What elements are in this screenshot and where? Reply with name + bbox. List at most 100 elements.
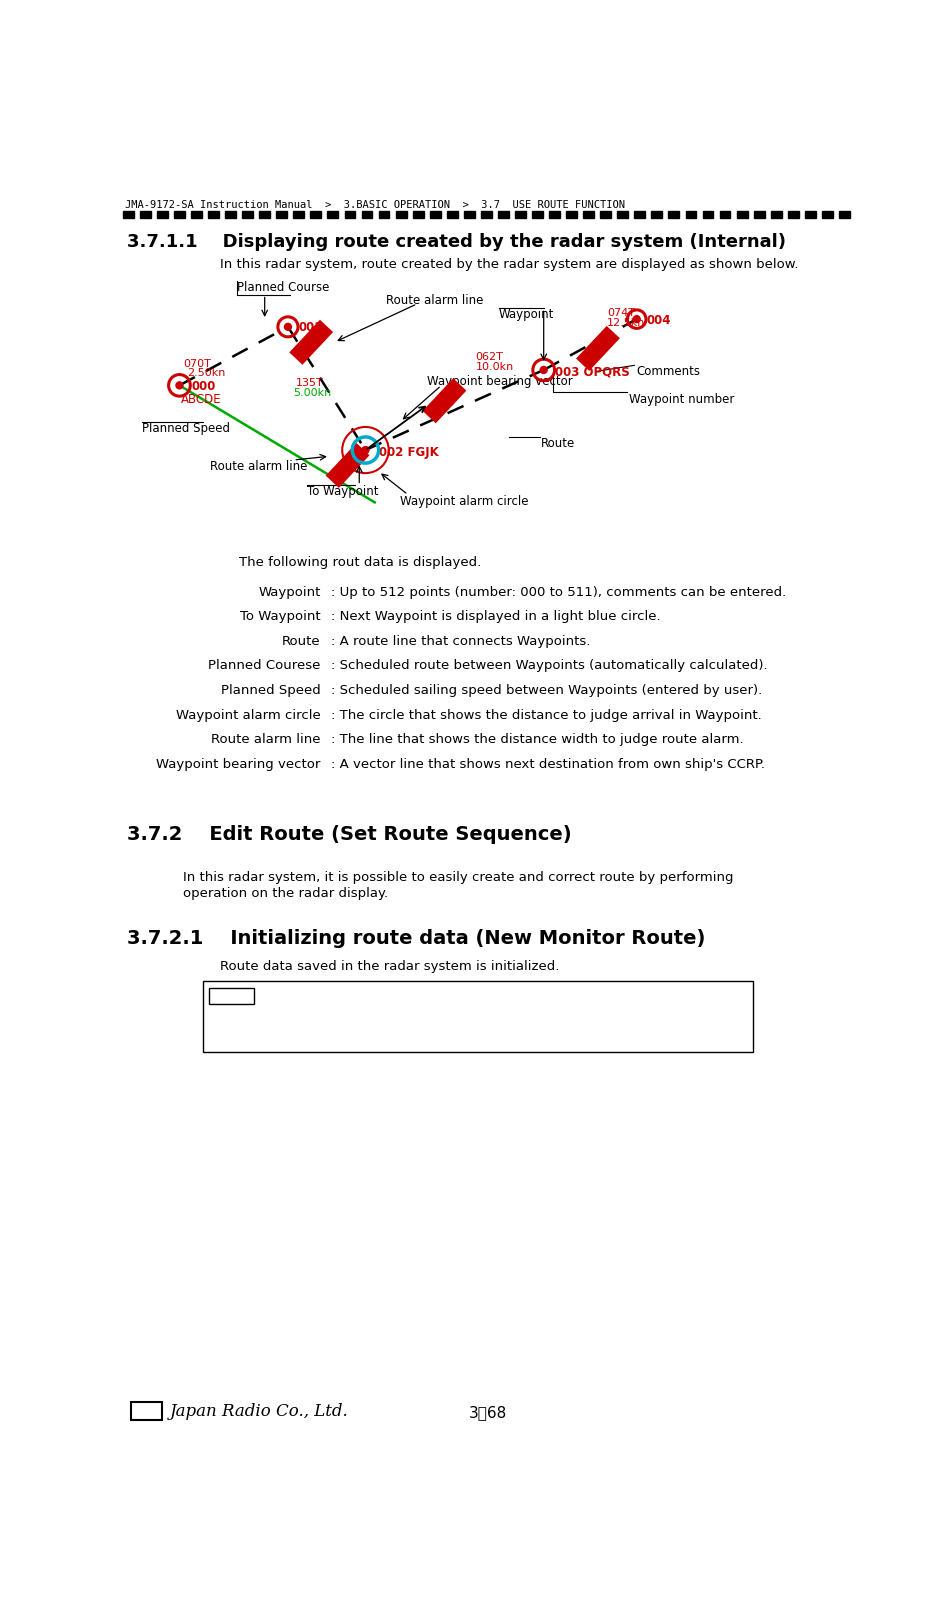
Text: 3.7.2    Edit Route (Set Route Sequence): 3.7.2 Edit Route (Set Route Sequence) <box>127 825 571 844</box>
Text: 3.7.1.1    Displaying route created by the radar system (Internal): 3.7.1.1 Displaying route created by the … <box>127 233 785 251</box>
Bar <box>464 211 475 217</box>
Bar <box>396 211 407 217</box>
Bar <box>771 211 782 217</box>
Text: Route alarm line: Route alarm line <box>211 734 321 747</box>
Text: : A vector line that shows next destination from own ship's CCRP.: : A vector line that shows next destinat… <box>330 758 764 771</box>
Text: 000: 000 <box>192 381 216 394</box>
Bar <box>362 211 372 217</box>
Text: Once route data is initialized, route data saved in the: Once route data is initialized, route da… <box>262 990 596 1003</box>
Text: Planned Courese: Planned Courese <box>208 659 321 672</box>
Bar <box>276 211 288 217</box>
Bar <box>310 211 321 217</box>
Text: Planned Speed: Planned Speed <box>142 421 230 434</box>
Text: 3－68: 3－68 <box>468 1405 507 1419</box>
Bar <box>140 211 150 217</box>
Text: : Scheduled sailing speed between Waypoints (entered by user).: : Scheduled sailing speed between Waypoi… <box>330 684 762 697</box>
Text: 12.5kn: 12.5kn <box>607 319 645 329</box>
Bar <box>703 211 713 217</box>
Text: Route data saved in the radar system is initialized.: Route data saved in the radar system is … <box>220 959 559 972</box>
Text: : Up to 512 points (number: 000 to 511), comments can be entered.: : Up to 512 points (number: 000 to 511),… <box>330 585 785 598</box>
Bar <box>685 211 696 217</box>
Bar <box>788 211 799 217</box>
Text: 004: 004 <box>646 314 671 327</box>
Text: 10.0kn: 10.0kn <box>475 363 514 373</box>
Bar <box>668 211 680 217</box>
Text: : Scheduled route between Waypoints (automatically calculated).: : Scheduled route between Waypoints (aut… <box>330 659 767 672</box>
Text: To Waypoint: To Waypoint <box>240 611 321 624</box>
Text: NOTE:: NOTE: <box>211 990 257 1003</box>
Text: radar system's storage section is deleted. If there is: radar system's storage section is delete… <box>262 1004 588 1017</box>
Bar <box>566 211 577 217</box>
Bar <box>481 211 492 217</box>
Bar <box>242 211 253 217</box>
FancyBboxPatch shape <box>208 988 254 1004</box>
Bar <box>293 211 305 217</box>
Text: 135T: 135T <box>296 377 324 387</box>
Text: ABCDE: ABCDE <box>181 394 222 407</box>
Text: Planned Course: Planned Course <box>237 280 329 293</box>
Text: 074T: 074T <box>607 308 635 319</box>
Text: 070T: 070T <box>184 360 211 369</box>
Bar <box>446 211 458 217</box>
Text: 3.7.2.1    Initializing route data (New Monitor Route): 3.7.2.1 Initializing route data (New Mon… <box>127 928 705 948</box>
Bar <box>413 211 424 217</box>
Text: In this radar system, it is possible to easily create and correct route by perfo: In this radar system, it is possible to … <box>183 872 733 885</box>
Text: 2.50kn: 2.50kn <box>188 368 226 379</box>
Text: To Waypoint: To Waypoint <box>307 486 378 499</box>
Bar <box>174 211 185 217</box>
Text: 003 OPQRS: 003 OPQRS <box>555 366 630 379</box>
Text: 5.00kn: 5.00kn <box>293 387 331 397</box>
Text: 001: 001 <box>299 321 323 334</box>
Text: Route alarm line: Route alarm line <box>387 295 484 308</box>
Circle shape <box>285 324 291 330</box>
Bar <box>123 211 133 217</box>
Text: Route alarm line: Route alarm line <box>210 460 307 473</box>
Text: 062T: 062T <box>475 352 504 363</box>
Circle shape <box>362 447 369 454</box>
Bar <box>651 211 663 217</box>
Bar <box>327 211 338 217</box>
Bar <box>191 211 202 217</box>
Bar <box>429 211 441 217</box>
Bar <box>584 211 594 217</box>
Bar <box>737 211 747 217</box>
Text: : Next Waypoint is displayed in a light blue circle.: : Next Waypoint is displayed in a light … <box>330 611 660 624</box>
Text: Planned Speed: Planned Speed <box>221 684 321 697</box>
Bar <box>345 211 355 217</box>
Text: Waypoint bearing vector: Waypoint bearing vector <box>156 758 321 771</box>
Bar <box>157 211 168 217</box>
Text: Waypoint number: Waypoint number <box>629 394 734 407</box>
Text: Route: Route <box>282 635 321 648</box>
Text: memory card before initializing it.: memory card before initializing it. <box>262 1034 474 1047</box>
Bar <box>515 211 526 217</box>
Bar <box>634 211 645 217</box>
Bar <box>532 211 543 217</box>
Text: Comments: Comments <box>637 366 701 379</box>
Text: The following rout data is displayed.: The following rout data is displayed. <box>239 556 482 569</box>
FancyBboxPatch shape <box>130 1401 162 1421</box>
Bar <box>498 211 508 217</box>
Text: Waypoint: Waypoint <box>499 308 554 321</box>
Text: Waypoint bearing vector: Waypoint bearing vector <box>427 376 573 389</box>
Bar <box>839 211 850 217</box>
Circle shape <box>633 316 640 322</box>
Text: Waypoint alarm circle: Waypoint alarm circle <box>400 494 528 507</box>
Text: : The circle that shows the distance to judge arrival in Waypoint.: : The circle that shows the distance to … <box>330 710 762 723</box>
Text: : A route line that connects Waypoints.: : A route line that connects Waypoints. <box>330 635 590 648</box>
Circle shape <box>176 382 183 389</box>
Bar <box>754 211 764 217</box>
Text: Waypoint: Waypoint <box>258 585 321 598</box>
Text: 002 FGJK: 002 FGJK <box>380 446 439 458</box>
Text: In this radar system, route created by the radar system are displayed as shown b: In this radar system, route created by t… <box>220 258 798 271</box>
Text: Route: Route <box>542 437 576 450</box>
Text: Japan Radio Co., Ltd.: Japan Radio Co., Ltd. <box>169 1403 348 1421</box>
Text: Waypoint alarm circle: Waypoint alarm circle <box>176 710 321 723</box>
Bar <box>617 211 628 217</box>
Bar <box>720 211 730 217</box>
Bar <box>822 211 833 217</box>
Bar <box>259 211 270 217</box>
Text: necessary route data, save the route data on the flash: necessary route data, save the route dat… <box>262 1019 604 1032</box>
Bar <box>549 211 560 217</box>
Bar <box>379 211 389 217</box>
Bar <box>804 211 816 217</box>
